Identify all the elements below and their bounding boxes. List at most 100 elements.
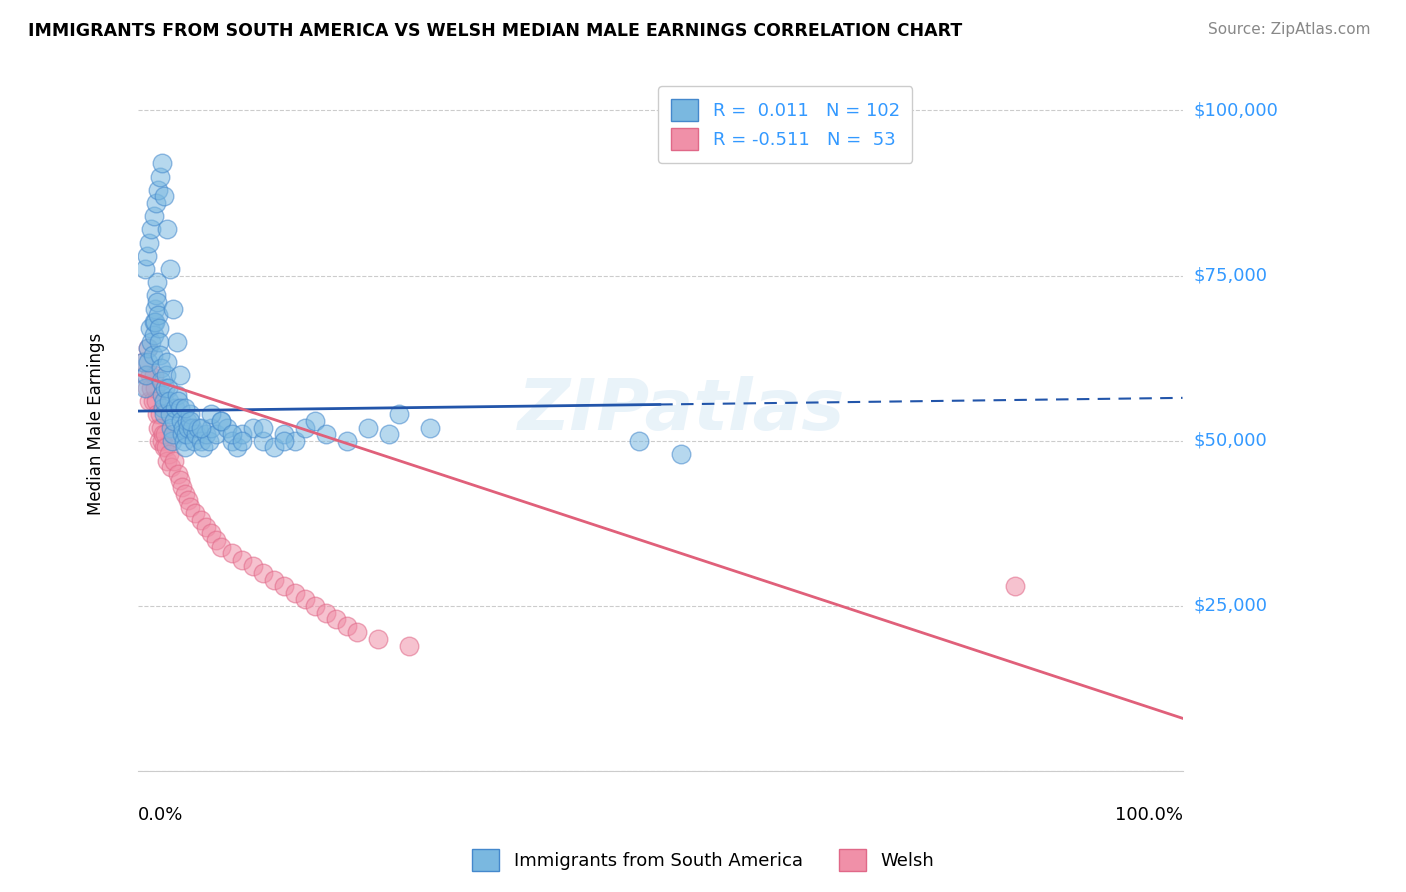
Point [153,408,176,422]
Point [170,414,193,428]
Point [157,447,180,461]
Text: $25,000: $25,000 [1194,597,1268,615]
Point [205,427,228,442]
Point [141,348,163,362]
Point [149,169,172,184]
Point [163,414,186,428]
Point [132,354,155,368]
Point [177,493,200,508]
Text: 100.0%: 100.0% [1115,805,1182,824]
Point [174,486,197,500]
Point [284,586,307,600]
Point [152,401,174,415]
Point [357,420,380,434]
Point [194,519,217,533]
Point [174,401,197,415]
Point [169,401,191,415]
Point [304,414,326,428]
Point [160,420,183,434]
Point [263,573,285,587]
Point [252,420,274,434]
Text: Source: ZipAtlas.com: Source: ZipAtlas.com [1208,22,1371,37]
Point [174,427,197,442]
Point [162,434,184,448]
Point [153,189,176,203]
Point [134,381,156,395]
Point [294,592,316,607]
Point [145,196,167,211]
Point [155,368,177,382]
Point [273,427,295,442]
Text: $100,000: $100,000 [1194,102,1278,120]
Point [294,420,316,434]
Point [136,381,159,395]
Point [172,420,194,434]
Legend: R =  0.011   N = 102, R = -0.511   N =  53: R = 0.011 N = 102, R = -0.511 N = 53 [658,87,912,163]
Point [166,467,188,481]
Point [388,408,411,422]
Point [138,235,160,250]
Point [153,427,176,442]
Point [136,341,159,355]
Point [169,474,191,488]
Point [142,368,165,382]
Point [149,408,172,422]
Point [136,341,159,355]
Point [336,434,359,448]
Point [155,441,177,455]
Point [669,447,692,461]
Point [186,427,208,442]
Point [169,368,191,382]
Point [153,394,176,409]
Point [200,408,222,422]
Point [184,507,207,521]
Point [419,420,441,434]
Point [179,500,201,514]
Point [170,427,193,442]
Point [174,441,197,455]
Point [149,361,172,376]
Point [159,262,181,277]
Point [149,348,172,362]
Point [142,209,165,223]
Point [398,639,420,653]
Point [242,420,264,434]
Point [215,420,238,434]
Point [134,368,156,382]
Point [173,434,195,448]
Point [252,434,274,448]
Point [139,321,162,335]
Point [211,414,233,428]
Point [145,408,167,422]
Point [132,354,155,368]
Point [150,434,173,448]
Point [145,275,167,289]
Point [194,427,217,442]
Point [139,368,162,382]
Text: ZIPatlas: ZIPatlas [517,376,845,445]
Point [231,427,253,442]
Point [165,401,187,415]
Point [179,414,201,428]
Text: 0.0%: 0.0% [138,805,183,824]
Point [150,387,173,401]
Point [148,434,170,448]
Point [156,222,179,236]
Point [628,434,651,448]
Point [346,625,368,640]
Text: $50,000: $50,000 [1194,432,1267,450]
Point [226,441,249,455]
Point [141,334,163,349]
Point [198,434,221,448]
Point [190,420,212,434]
Point [142,328,165,343]
Point [149,375,172,389]
Point [153,441,176,455]
Point [136,354,159,368]
Point [179,408,201,422]
Point [211,414,233,428]
Point [315,606,337,620]
Point [146,183,169,197]
Point [221,434,243,448]
Point [146,308,169,322]
